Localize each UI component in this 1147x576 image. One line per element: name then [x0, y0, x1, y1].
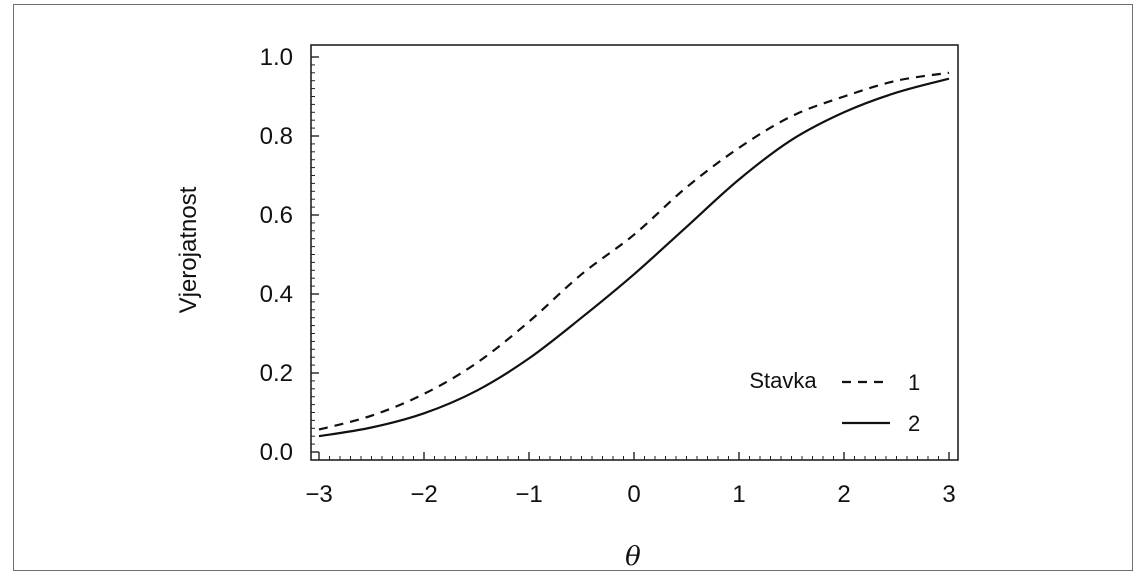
legend-label-2: 2 — [908, 411, 920, 436]
legend-title: Stavka — [749, 368, 817, 393]
y-tick-label: 1.0 — [260, 44, 293, 71]
x-tick-label: −1 — [515, 481, 542, 508]
x-tick-label: 0 — [627, 481, 640, 508]
plot-border — [310, 44, 959, 461]
legend-label-1: 1 — [908, 370, 920, 395]
y-tick-label: 0.4 — [260, 281, 293, 308]
x-tick-label: 2 — [837, 481, 850, 508]
series-line-2 — [318, 77, 950, 438]
series-lines — [318, 71, 950, 438]
x-axis-label: θ — [625, 542, 641, 572]
y-tick-label: 0.0 — [260, 439, 293, 466]
ticks: −3 −2 −1 0 1 2 3 0.0 0.2 0.4 0.6 0.8 1.0 — [260, 44, 956, 508]
x-tick-label: 3 — [942, 481, 955, 508]
y-axis-label: Vjerojatnost — [175, 186, 202, 313]
x-tick-label: −2 — [410, 481, 437, 508]
legend: Stavka 1 2 — [749, 368, 920, 436]
y-tick-label: 0.6 — [260, 202, 293, 229]
y-tick-label: 0.8 — [260, 123, 293, 150]
series-line-1 — [318, 71, 950, 431]
axes — [310, 44, 959, 461]
figure-frame — [13, 4, 1133, 571]
y-tick-label: 0.2 — [260, 360, 293, 387]
x-tick-label: 1 — [732, 481, 745, 508]
x-tick-label: −3 — [305, 481, 332, 508]
